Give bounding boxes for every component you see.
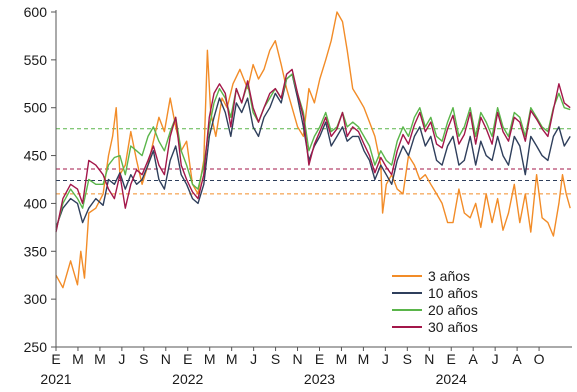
x-tick-label: N xyxy=(161,351,171,367)
legend-label: 20 años xyxy=(428,302,478,318)
x-year-label: 2021 xyxy=(40,371,71,387)
y-tick-label: 500 xyxy=(24,100,48,116)
y-tick-label: 400 xyxy=(24,195,48,211)
x-year-label: 2023 xyxy=(304,371,335,387)
x-tick-label: M xyxy=(358,351,370,367)
x-tick-label: M xyxy=(204,351,216,367)
axes xyxy=(55,10,572,348)
series-line xyxy=(55,73,571,231)
x-tick-label: E xyxy=(51,351,60,367)
x-tick-label: M xyxy=(94,351,106,367)
x-tick-label: J xyxy=(492,351,499,367)
x-tick-label: E xyxy=(183,351,192,367)
x-tick-label: E xyxy=(315,351,324,367)
legend-label: 10 años xyxy=(428,285,478,301)
x-tick-label: A xyxy=(469,351,479,367)
y-tick-label: 600 xyxy=(24,4,48,20)
x-tick-label: J xyxy=(118,351,125,367)
legend-label: 3 años xyxy=(428,268,470,284)
x-year-label: 2022 xyxy=(172,371,203,387)
x-tick-label: J xyxy=(382,351,389,367)
series-lines xyxy=(55,11,571,289)
x-tick-label: M xyxy=(226,351,238,367)
x-tick-label: S xyxy=(403,351,412,367)
x-tick-label: N xyxy=(424,351,434,367)
y-tick-label: 300 xyxy=(24,291,48,307)
x-tick-label: S xyxy=(271,351,280,367)
x-tick-label: S xyxy=(139,351,148,367)
x-tick-label: M xyxy=(336,351,348,367)
x-tick-label: A xyxy=(512,351,522,367)
x-tick-label: O xyxy=(534,351,545,367)
y-axis-ticks: 250 300 350 400 450 500 550 600 xyxy=(24,4,56,355)
y-tick-label: 250 xyxy=(24,339,48,355)
x-tick-label: M xyxy=(72,351,84,367)
x-year-label: 2024 xyxy=(436,371,467,387)
y-tick-label: 550 xyxy=(24,52,48,68)
series-line xyxy=(55,73,571,228)
y-tick-label: 450 xyxy=(24,148,48,164)
x-tick-label: E xyxy=(447,351,456,367)
x-tick-label: N xyxy=(292,351,302,367)
y-tick-label: 350 xyxy=(24,243,48,259)
series-line xyxy=(55,68,571,233)
x-tick-label: J xyxy=(250,351,257,367)
legend-label: 30 años xyxy=(428,319,478,335)
